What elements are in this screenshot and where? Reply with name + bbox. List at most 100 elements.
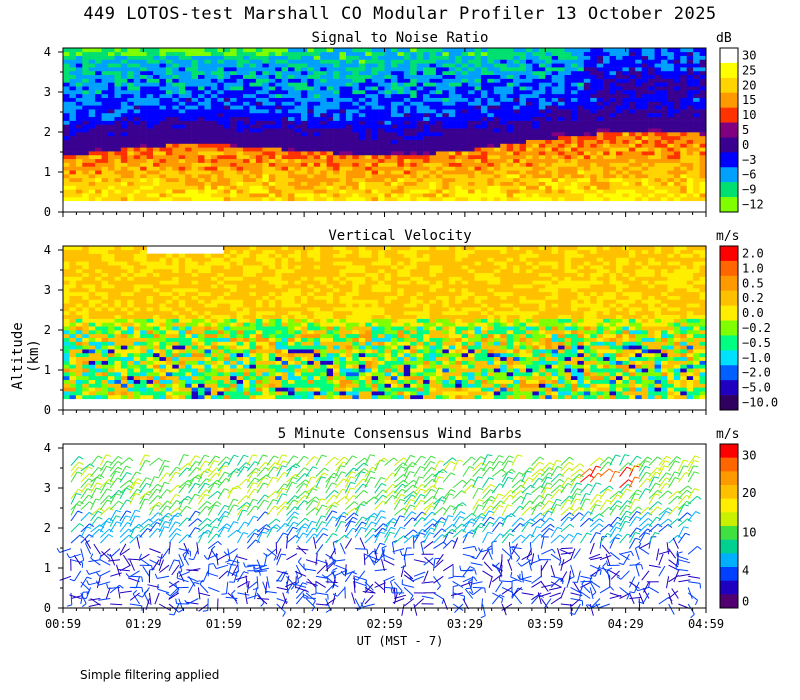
- snr-cell: [371, 120, 379, 125]
- snr-cell: [146, 55, 154, 60]
- vv-cell: [191, 349, 199, 354]
- snr-cell: [288, 132, 295, 137]
- snr-cell: [230, 78, 237, 83]
- snr-cell: [172, 74, 180, 79]
- vv-cell: [210, 303, 218, 308]
- snr-cell: [358, 112, 366, 118]
- vv-cell: [191, 295, 199, 300]
- snr-cell: [648, 109, 655, 114]
- vv-cell: [88, 372, 96, 377]
- snr-cell: [390, 90, 398, 95]
- snr-cell: [365, 116, 372, 121]
- snr-cell: [564, 82, 572, 87]
- snr-cell: [686, 48, 694, 53]
- snr-cell: [615, 70, 623, 76]
- vv-cell: [217, 314, 225, 319]
- snr-cell: [390, 48, 398, 53]
- snr-cell: [686, 51, 694, 56]
- snr-cell: [397, 196, 405, 202]
- snr-cell: [165, 185, 173, 190]
- snr-cell: [641, 55, 649, 60]
- vv-cell: [114, 360, 122, 365]
- vv-cell: [108, 265, 115, 270]
- snr-cell: [590, 189, 597, 194]
- snr-cell: [268, 147, 276, 152]
- snr-cell: [532, 59, 540, 64]
- vv-cell: [120, 268, 128, 274]
- snr-cell: [127, 105, 135, 110]
- snr-cell: [275, 59, 282, 64]
- snr-cell: [416, 101, 424, 106]
- snr-cell: [198, 166, 205, 171]
- snr-cell: [230, 158, 237, 163]
- snr-cell: [635, 51, 642, 56]
- snr-cell: [191, 67, 199, 72]
- snr-cell: [82, 162, 90, 167]
- vv-cell: [178, 379, 186, 384]
- vv-cell: [95, 360, 102, 365]
- snr-cell: [660, 112, 668, 118]
- snr-cell: [525, 101, 533, 106]
- vv-cell: [127, 383, 135, 388]
- snr-cell: [558, 154, 565, 160]
- snr-cell: [255, 185, 263, 190]
- snr-cell: [615, 120, 623, 125]
- snr-cell: [185, 86, 192, 91]
- snr-cell: [673, 193, 681, 198]
- snr-cell: [127, 124, 135, 129]
- vv-cell: [114, 330, 122, 335]
- snr-cell: [320, 59, 327, 64]
- snr-cell: [365, 97, 372, 102]
- snr-cell: [101, 109, 109, 114]
- vv-cell: [191, 387, 199, 392]
- snr-cell: [249, 82, 257, 87]
- vv-cell: [172, 337, 180, 342]
- vv-cell: [159, 326, 167, 331]
- snr-cell: [326, 120, 334, 125]
- snr-cell: [352, 181, 360, 186]
- snr-cell: [487, 120, 495, 125]
- vv-cell: [133, 249, 141, 254]
- snr-cell: [127, 86, 135, 91]
- snr-cell: [615, 151, 623, 156]
- snr-cell: [558, 158, 565, 163]
- snr-cell: [371, 63, 379, 68]
- snr-cell: [108, 124, 115, 129]
- snr-cell: [165, 93, 173, 98]
- snr-cell: [410, 63, 417, 68]
- vv-cell: [88, 272, 96, 277]
- vv-cell: [185, 295, 192, 300]
- vv-cell: [108, 375, 115, 380]
- snr-cell: [204, 97, 212, 102]
- snr-cell: [249, 105, 257, 110]
- vv-cell: [140, 337, 147, 342]
- snr-cell: [210, 196, 218, 202]
- vv-cell: [172, 322, 180, 327]
- snr-cell: [333, 67, 340, 72]
- snr-cell: [69, 143, 77, 148]
- snr-cell: [667, 120, 675, 125]
- snr-cell: [120, 135, 128, 140]
- snr-cell: [429, 116, 437, 121]
- snr-cell: [628, 196, 636, 202]
- vv-cell: [165, 295, 173, 300]
- vv-cell: [204, 265, 212, 270]
- snr-cell: [178, 189, 186, 194]
- vv-cell: [146, 379, 154, 384]
- snr-cell: [403, 74, 411, 79]
- snr-cell: [577, 48, 585, 53]
- snr-cell: [120, 170, 128, 175]
- snr-cell: [63, 90, 70, 95]
- snr-cell: [403, 139, 411, 144]
- snr-cell: [654, 93, 662, 98]
- snr-cell: [461, 101, 469, 106]
- snr-cell: [583, 177, 591, 182]
- snr-cell: [204, 139, 212, 144]
- snr-cell: [532, 116, 540, 121]
- snr-cell: [615, 135, 623, 140]
- snr-cell: [480, 139, 488, 144]
- snr-cell: [153, 151, 160, 156]
- snr-cell: [545, 51, 552, 56]
- vv-cell: [210, 276, 218, 281]
- snr-cell: [461, 174, 469, 179]
